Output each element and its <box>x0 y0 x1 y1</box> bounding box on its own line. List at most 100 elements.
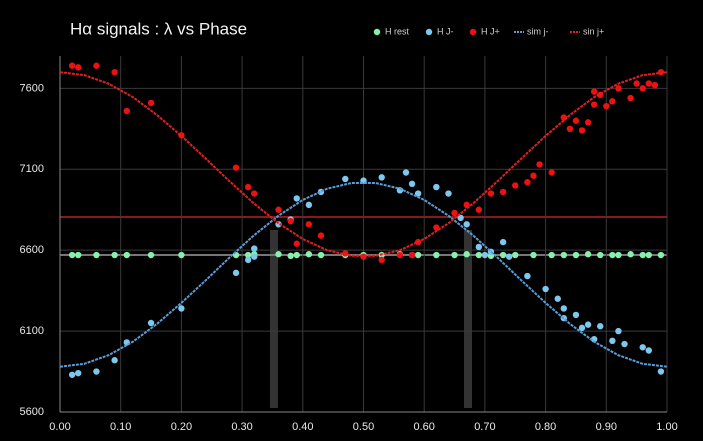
data-point <box>93 251 100 259</box>
legend-label: sin j+ <box>583 26 604 36</box>
data-point <box>93 368 100 375</box>
data-point <box>578 127 586 134</box>
legend-label: H rest <box>385 26 410 36</box>
data-point <box>378 174 385 181</box>
data-point <box>111 68 118 76</box>
data-point <box>475 243 483 251</box>
data-point <box>609 98 616 105</box>
data-point <box>244 251 252 259</box>
data-point <box>645 251 652 259</box>
data-point <box>499 251 507 259</box>
data-point <box>524 272 531 280</box>
x-tick-label: 0.30 <box>231 421 252 433</box>
data-point <box>93 62 100 69</box>
data-point <box>342 175 349 183</box>
data-point <box>548 169 555 176</box>
data-point <box>457 214 464 222</box>
data-point <box>244 183 252 191</box>
data-point <box>609 251 616 259</box>
data-point <box>68 62 76 69</box>
data-point <box>597 323 604 330</box>
data-point <box>293 195 300 202</box>
data-point <box>590 335 598 343</box>
y-tick-label: 7600 <box>20 82 44 94</box>
legend-swatch <box>469 28 477 36</box>
data-point <box>560 305 568 312</box>
y-tick-label: 7100 <box>20 163 44 175</box>
data-point <box>317 232 325 239</box>
data-point <box>275 251 282 258</box>
data-point <box>396 251 404 259</box>
data-point <box>651 81 659 89</box>
data-point <box>68 371 76 378</box>
background-band <box>464 230 472 408</box>
data-point <box>244 256 252 264</box>
data-point <box>554 295 561 302</box>
data-point <box>317 251 325 259</box>
data-point <box>584 119 592 126</box>
data-point <box>627 94 634 102</box>
data-point <box>414 190 422 197</box>
x-tick-label: 1.00 <box>656 421 677 433</box>
data-point <box>548 251 555 259</box>
data-point <box>402 169 410 176</box>
data-point <box>305 221 313 228</box>
data-point <box>584 251 592 258</box>
sim-line <box>59 71 668 257</box>
x-tick-label: 0.20 <box>171 421 192 433</box>
data-point <box>378 256 385 264</box>
data-point <box>123 107 130 115</box>
data-point <box>293 251 300 259</box>
data-point <box>615 251 622 259</box>
y-tick-label: 5600 <box>20 406 44 418</box>
data-point <box>251 190 258 197</box>
data-point <box>572 117 580 124</box>
data-point <box>463 251 470 258</box>
legend-swatch <box>425 28 433 36</box>
data-point <box>590 88 598 95</box>
data-point <box>305 251 313 258</box>
data-point <box>147 319 155 327</box>
data-point <box>639 251 646 259</box>
data-point <box>512 251 519 259</box>
data-point <box>251 253 258 260</box>
data-point <box>560 251 568 259</box>
data-point <box>178 251 185 259</box>
data-point <box>603 102 610 110</box>
data-point <box>111 251 118 259</box>
data-point <box>275 206 282 213</box>
data-point <box>621 340 628 348</box>
data-point <box>615 327 622 335</box>
data-point <box>639 85 646 92</box>
data-point <box>451 209 458 217</box>
data-point <box>408 251 416 259</box>
data-point <box>287 217 294 225</box>
data-point <box>451 251 458 259</box>
data-point <box>627 251 634 258</box>
x-tick-label: 0.40 <box>292 421 313 433</box>
chart-title: Hα signals : λ vs Phase <box>70 19 247 38</box>
data-point <box>68 251 76 259</box>
data-point <box>609 337 616 344</box>
data-point <box>433 251 440 259</box>
data-point <box>445 190 452 197</box>
data-point <box>232 269 240 277</box>
x-tick-label: 0.10 <box>110 421 131 433</box>
legend-label: sim j- <box>527 26 549 36</box>
x-tick-label: 0.50 <box>353 421 374 433</box>
data-point <box>566 125 574 133</box>
data-point <box>481 251 489 259</box>
data-point <box>584 321 592 328</box>
data-point <box>645 80 652 87</box>
data-point <box>505 253 513 260</box>
data-point <box>178 305 185 312</box>
data-point <box>251 245 258 252</box>
data-point <box>530 251 537 259</box>
x-tick-label: 0.80 <box>535 421 556 433</box>
data-point <box>475 251 483 259</box>
data-point <box>75 369 82 377</box>
data-point <box>572 311 580 319</box>
data-point <box>232 164 240 171</box>
